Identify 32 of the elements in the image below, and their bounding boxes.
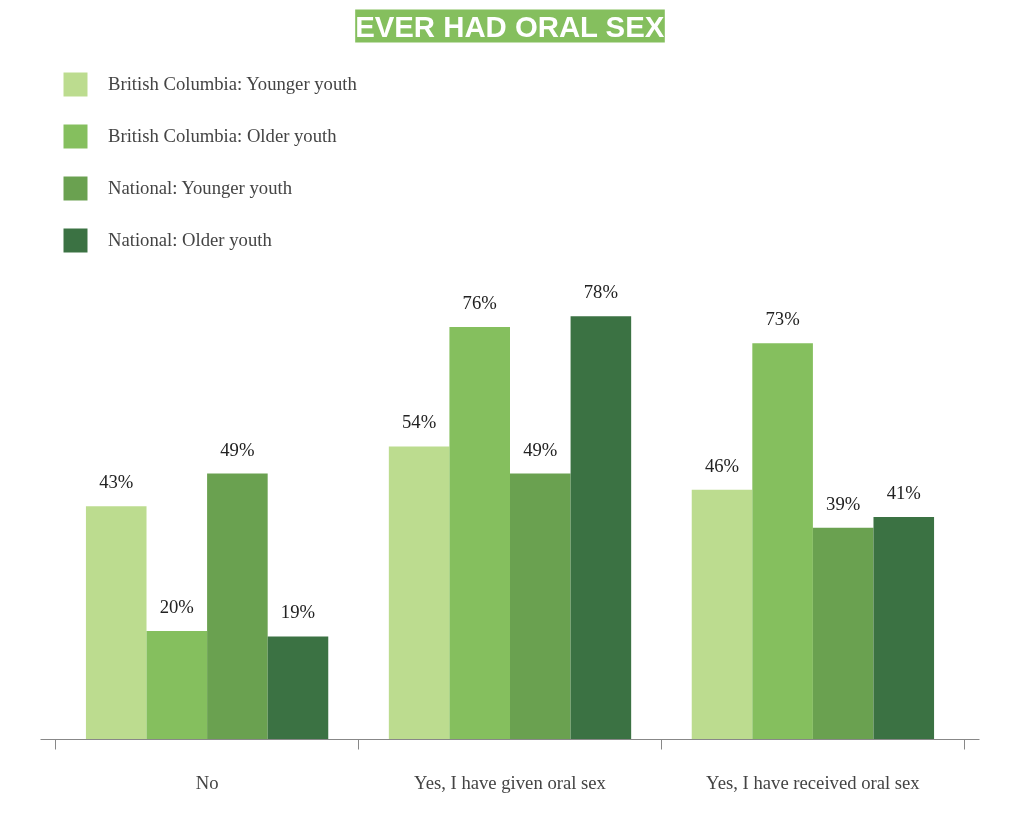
data-label: 78% [583, 281, 618, 303]
x-tick-label: Yes, I have given oral sex [414, 771, 607, 793]
bar [449, 327, 510, 740]
data-label: 76% [462, 292, 497, 314]
bar [752, 343, 813, 740]
legend-label: British Columbia: Older youth [108, 125, 337, 147]
bar [570, 316, 632, 740]
data-label: 39% [826, 492, 861, 514]
bar [207, 473, 268, 740]
data-label: 54% [402, 411, 437, 433]
data-label: 46% [704, 454, 740, 476]
bar [267, 636, 329, 740]
bar [146, 630, 208, 740]
bar [812, 527, 874, 740]
legend-label: National: Younger youth [108, 177, 292, 199]
data-label: 43% [99, 471, 134, 493]
bar [388, 446, 450, 740]
legend-label: British Columbia: Younger youth [108, 73, 357, 95]
data-label: 20% [159, 595, 194, 617]
data-label: 49% [220, 438, 255, 460]
data-label: 49% [523, 438, 558, 460]
x-tick-label: Yes, I have received oral sex [706, 771, 921, 793]
data-label: 41% [886, 481, 921, 503]
x-tick-label: No [195, 771, 219, 793]
bar [510, 473, 571, 740]
data-label: 73% [765, 308, 800, 330]
bar [691, 489, 753, 740]
data-label: 19% [280, 601, 316, 623]
bar [873, 516, 935, 740]
legend-label: National: Older youth [108, 229, 272, 251]
chart-title: EVER HAD ORAL SEX [355, 9, 665, 43]
bar [85, 506, 147, 740]
